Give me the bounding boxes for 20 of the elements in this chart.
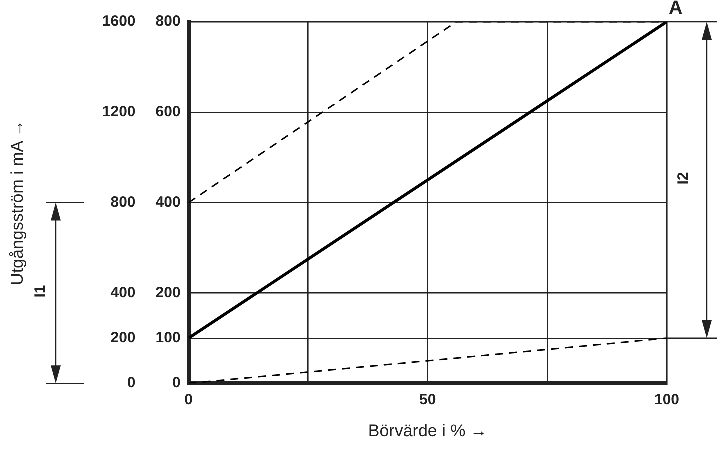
y-tick-label: 200 [156, 284, 181, 302]
y2-tick-label: 1600 [102, 13, 136, 30]
x-axis-title: Börvärde i % → [368, 421, 488, 440]
y-tick-label: 100 [156, 330, 181, 347]
y-tick-label: 800 [156, 13, 181, 30]
y-tick-label: 0 [172, 374, 181, 392]
x-tick-label: 0 [184, 392, 193, 409]
y-tick-label: 600 [156, 104, 181, 121]
text: I1 [32, 285, 49, 298]
text: A [669, 0, 683, 20]
y2-tick-label: 800 [110, 194, 136, 211]
y2-tick-label: 0 [127, 374, 136, 392]
x-tick-label: 100 [654, 392, 680, 409]
y2-tick-label: 1200 [102, 104, 136, 121]
y2-tick-label: 200 [110, 330, 136, 347]
y2-axis-title: Utgångsström i mA → [8, 120, 27, 286]
text: I2 [674, 172, 692, 185]
y-tick-label: 400 [156, 194, 181, 211]
x-tick-label: 50 [420, 392, 436, 409]
y2-tick-label: 400 [110, 284, 136, 302]
